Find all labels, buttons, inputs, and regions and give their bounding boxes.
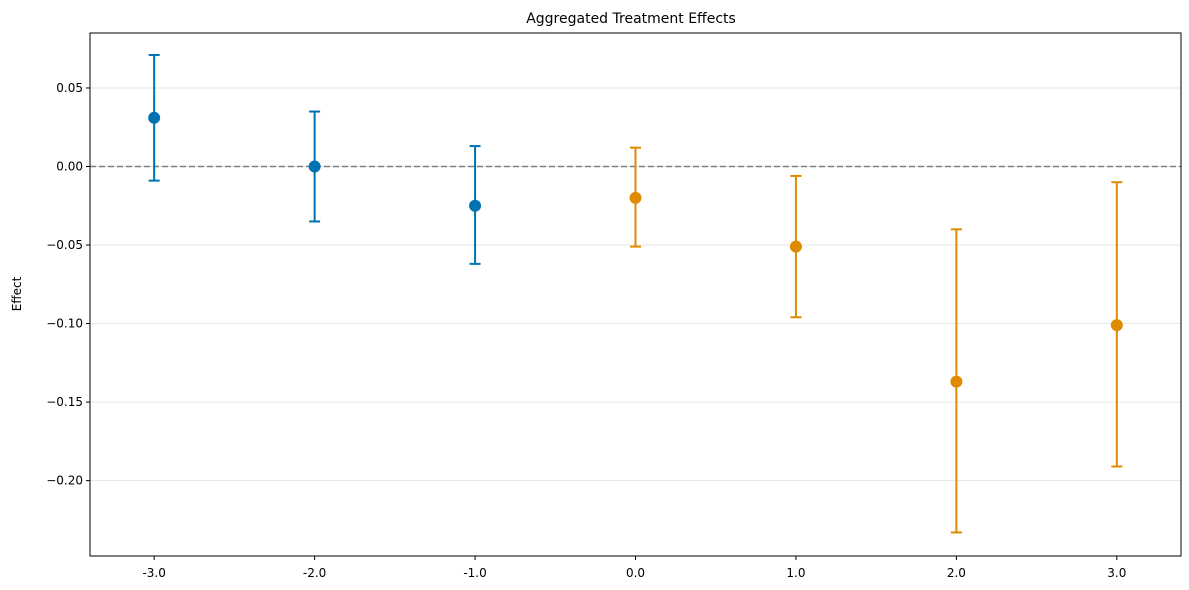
data-point <box>1110 319 1123 332</box>
data-point <box>469 199 482 212</box>
data-point <box>950 375 963 388</box>
y-axis-ticks: 0.05 0.00 −0.05 −0.10 −0.15 −0.20 <box>46 81 90 488</box>
x-axis-ticks: -3.0 -2.0 -1.0 0.0 1.0 2.0 3.0 <box>142 556 1126 580</box>
y-tick-label: −0.15 <box>46 395 83 409</box>
data-point <box>629 191 642 204</box>
x-tick-label: 2.0 <box>947 566 966 580</box>
y-tick-label: −0.10 <box>46 317 83 331</box>
y-tick-label: 0.05 <box>56 81 83 95</box>
y-tick-label: −0.20 <box>46 474 83 488</box>
data-point <box>148 111 161 124</box>
x-tick-label: -3.0 <box>142 566 165 580</box>
error-bars <box>148 53 1123 534</box>
x-tick-label: 0.0 <box>626 566 645 580</box>
x-tick-label: 1.0 <box>786 566 805 580</box>
y-tick-label: 0.00 <box>56 159 83 173</box>
data-point <box>308 160 321 173</box>
data-point <box>789 240 802 253</box>
x-tick-label: -2.0 <box>303 566 326 580</box>
x-tick-label: -1.0 <box>463 566 486 580</box>
chart-title: Aggregated Treatment Effects <box>526 11 736 27</box>
x-tick-label: 3.0 <box>1107 566 1126 580</box>
y-axis-label: Effect <box>10 276 24 311</box>
data-points <box>148 111 1123 388</box>
plot-frame <box>89 32 1182 557</box>
y-tick-label: −0.05 <box>46 238 83 252</box>
